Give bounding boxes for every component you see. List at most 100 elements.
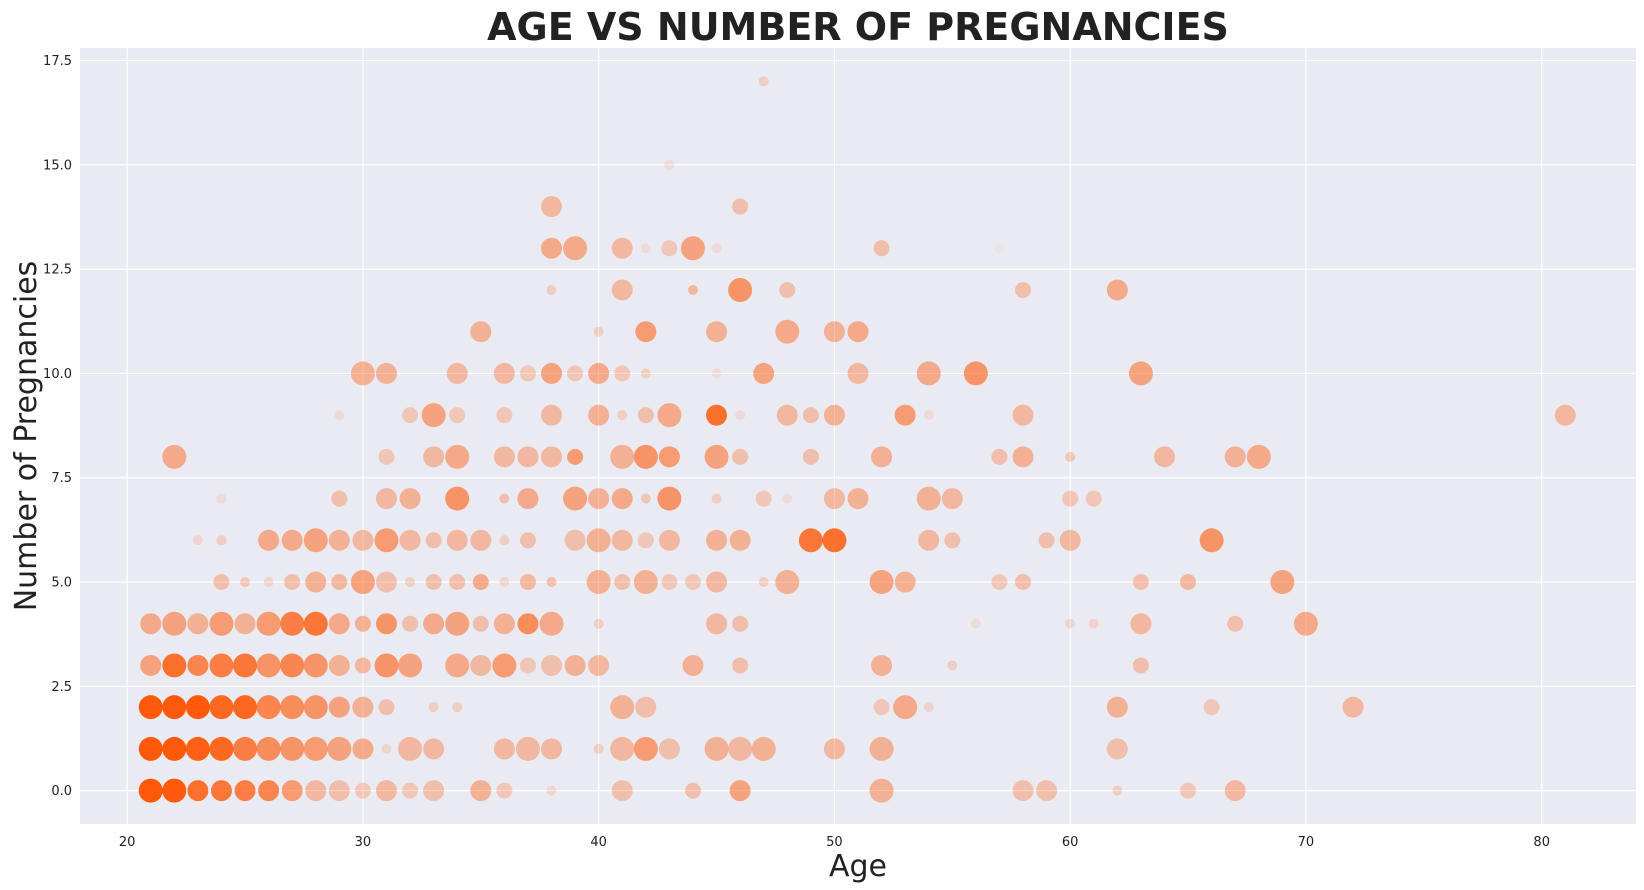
data-point	[751, 736, 776, 761]
data-point	[354, 615, 371, 632]
data-point	[753, 362, 775, 384]
data-point	[327, 736, 352, 761]
data-point	[499, 577, 510, 588]
data-point	[775, 570, 800, 595]
data-point	[918, 529, 940, 551]
data-point	[611, 780, 633, 802]
data-point	[776, 404, 798, 426]
data-point	[162, 695, 187, 720]
data-point	[449, 407, 466, 424]
data-point	[610, 695, 635, 720]
data-point	[684, 574, 701, 591]
data-point	[588, 654, 610, 676]
data-point	[755, 490, 772, 507]
data-point	[593, 618, 604, 629]
data-point	[517, 613, 539, 635]
data-point	[1132, 657, 1149, 674]
data-point	[611, 279, 633, 301]
data-point	[517, 488, 539, 510]
data-point	[280, 653, 305, 678]
data-point	[637, 532, 654, 549]
data-point	[847, 488, 869, 510]
data-point	[399, 529, 421, 551]
data-point	[994, 243, 1005, 254]
data-point	[1106, 279, 1128, 301]
data-point	[162, 736, 187, 761]
data-point	[1246, 444, 1271, 469]
data-point	[331, 574, 348, 591]
data-point	[493, 738, 515, 760]
data-point	[1270, 570, 1295, 595]
data-point	[869, 778, 894, 803]
data-point	[162, 653, 187, 678]
data-point	[1036, 780, 1058, 802]
data-point	[798, 528, 823, 553]
data-point	[499, 493, 510, 504]
data-point	[375, 362, 397, 384]
data-point	[1059, 529, 1081, 551]
data-point	[352, 696, 374, 718]
data-point	[916, 361, 941, 386]
data-point	[869, 736, 894, 761]
data-point	[496, 407, 513, 424]
data-point	[706, 529, 728, 551]
data-point	[684, 782, 701, 799]
data-point	[779, 281, 796, 298]
data-point	[258, 529, 280, 551]
data-point	[564, 529, 586, 551]
data-point	[280, 736, 305, 761]
data-point	[493, 613, 515, 635]
data-point	[256, 736, 281, 761]
data-point	[802, 448, 819, 465]
data-point	[519, 365, 536, 382]
data-point	[470, 321, 492, 343]
data-point	[567, 365, 584, 382]
data-point	[280, 695, 305, 720]
data-point	[682, 654, 704, 676]
data-point	[944, 532, 961, 549]
data-point	[894, 571, 916, 593]
data-point	[1554, 404, 1576, 426]
data-point	[398, 736, 423, 761]
data-point	[303, 611, 328, 636]
data-point	[963, 361, 988, 386]
data-point	[869, 570, 894, 595]
data-point	[1293, 611, 1318, 636]
data-point	[162, 444, 187, 469]
data-point	[354, 782, 371, 799]
data-point	[375, 571, 397, 593]
data-point	[640, 243, 651, 254]
data-point	[256, 611, 281, 636]
data-point	[284, 574, 301, 591]
data-point	[233, 736, 258, 761]
data-point	[209, 653, 234, 678]
data-point	[563, 236, 588, 261]
data-point	[732, 657, 749, 674]
data-point	[234, 780, 256, 802]
data-point	[611, 529, 633, 551]
data-point	[328, 613, 350, 635]
data-point	[991, 574, 1008, 591]
data-point	[775, 319, 800, 344]
data-point	[658, 529, 680, 551]
data-point	[240, 577, 251, 588]
data-point	[873, 699, 890, 716]
data-point	[687, 284, 698, 295]
y-axis-label: Number of Pregnancies	[9, 261, 44, 612]
data-point	[664, 159, 675, 170]
data-point	[610, 736, 635, 761]
data-point	[1112, 785, 1123, 796]
data-point	[680, 236, 705, 261]
points-layer	[138, 76, 1576, 803]
data-point	[378, 448, 395, 465]
data-point	[303, 695, 328, 720]
data-point	[588, 362, 610, 384]
data-point	[1012, 404, 1034, 426]
data-point	[593, 743, 604, 754]
data-point	[1085, 490, 1102, 507]
data-point	[916, 486, 941, 511]
data-point	[617, 410, 628, 421]
data-point	[706, 404, 728, 426]
data-point	[657, 486, 682, 511]
data-point	[328, 654, 350, 676]
